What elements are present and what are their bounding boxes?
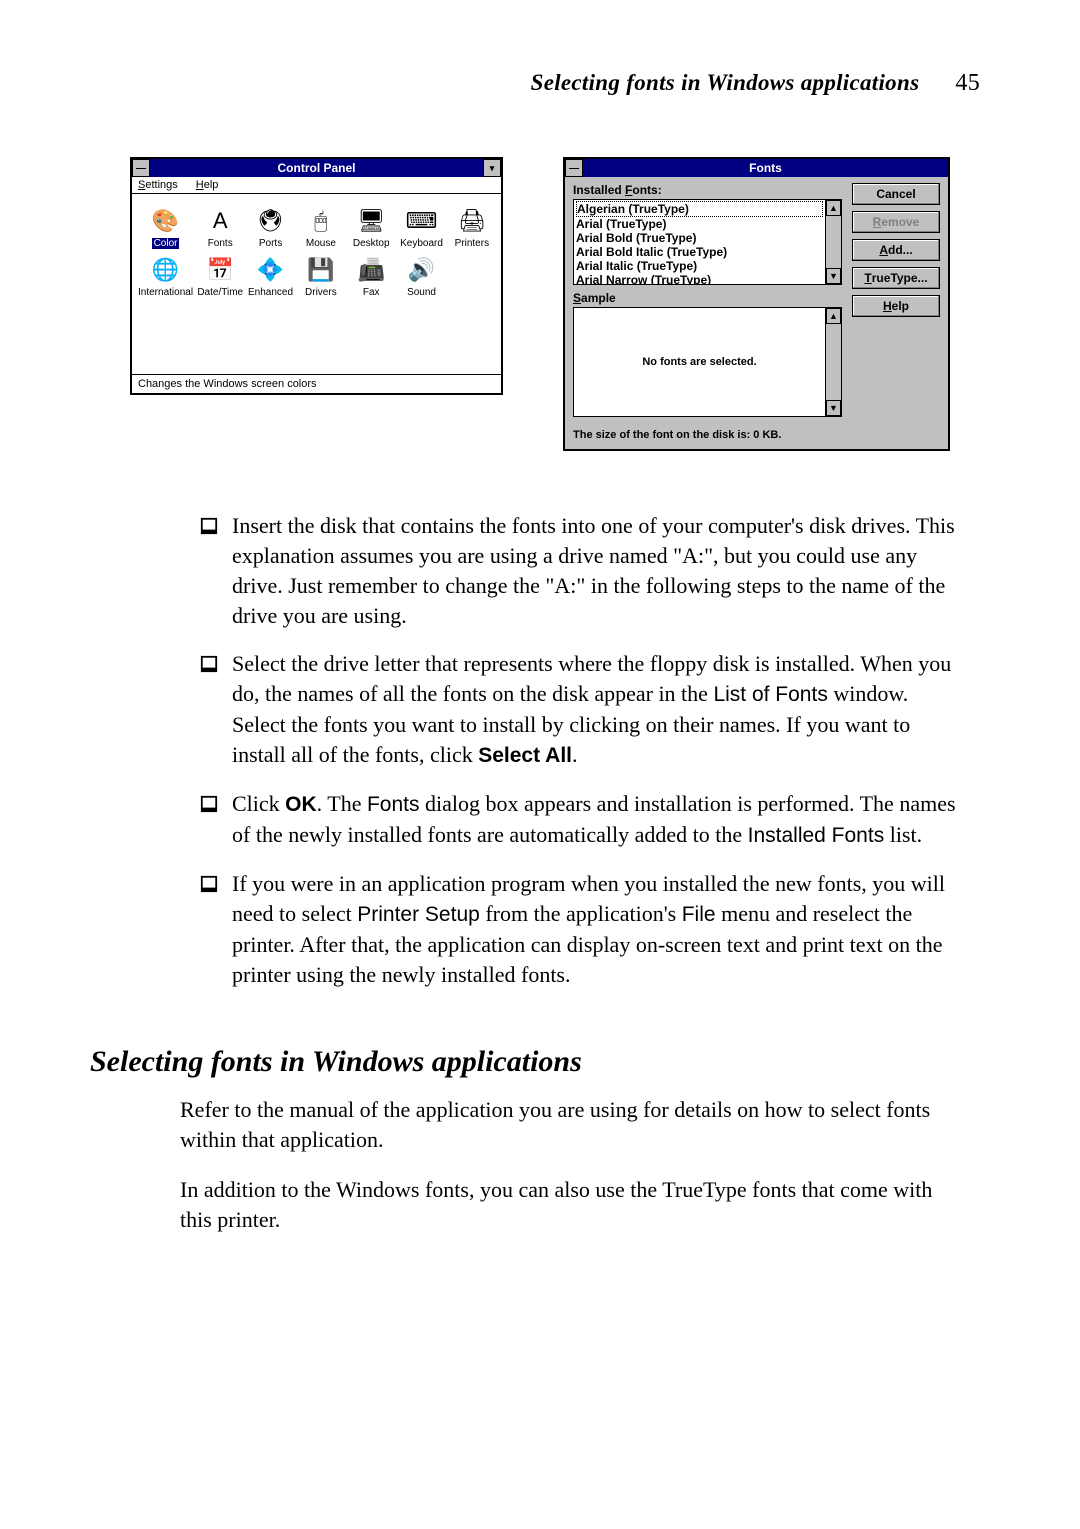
help-button[interactable]: Help [852,295,940,317]
sample-box: No fonts are selected. ▲ ▼ [573,307,842,417]
cp-icon-label: International [138,287,193,298]
font-size-line: The size of the font on the disk is: 0 K… [573,429,842,441]
cp-glyph-icon: 🖥 [355,204,387,236]
control-panel-icon-fax[interactable]: 📠 Fax [348,253,394,298]
cp-glyph-icon: 🖱 [305,204,337,236]
control-panel-menubar: Settings Help [132,177,501,194]
scroll-down-icon[interactable]: ▼ [826,400,841,416]
cp-icon-label: Drivers [305,287,337,298]
checkbox-bullet-icon [200,511,218,631]
section-paragraph: Refer to the manual of the application y… [180,1095,960,1155]
cp-icon-label: Fonts [208,238,233,249]
font-list-item[interactable]: Arial Italic (TrueType) [576,259,823,273]
scroll-up-icon[interactable]: ▲ [826,308,841,324]
control-panel-icon-sound[interactable]: 🔊 Sound [398,253,444,298]
instruction-text: Select the drive letter that represents … [232,649,960,771]
instruction-text: Insert the disk that contains the fonts … [232,511,960,631]
installed-fonts-label: Installed Fonts: [573,183,842,197]
system-menu-icon[interactable] [132,159,150,177]
fonts-titlebar: Fonts [565,159,948,177]
cp-glyph-icon: 🔊 [406,253,438,285]
instruction-step: Insert the disk that contains the fonts … [200,511,960,631]
cp-icon-label: Desktop [353,238,390,249]
cp-icon-label: Date/Time [197,287,243,298]
control-panel-icon-color[interactable]: 🎨 Color [138,204,193,249]
instruction-step: Click OK. The Fonts dialog box appears a… [200,789,960,851]
checkbox-bullet-icon [200,789,218,851]
scroll-down-icon[interactable]: ▼ [826,268,841,284]
instruction-text: Click OK. The Fonts dialog box appears a… [232,789,960,851]
instruction-step: Select the drive letter that represents … [200,649,960,771]
header-title: Selecting fonts in Windows applications [531,70,920,95]
add-button[interactable]: Add... [852,239,940,261]
scroll-up-icon[interactable]: ▲ [826,200,841,216]
control-panel-titlebar: Control Panel [132,159,501,177]
installed-fonts-listbox[interactable]: Algerian (TrueType)Arial (TrueType)Arial… [573,199,842,285]
font-list-item[interactable]: Arial (TrueType) [576,217,823,231]
page-number: 45 [955,70,980,96]
control-panel-icon-international[interactable]: 🌐 International [138,253,193,298]
sample-scrollbar[interactable]: ▲ ▼ [825,308,841,416]
fonts-title: Fonts [583,159,948,177]
cp-glyph-icon: 🌐 [150,253,182,285]
instruction-text: If you were in an application program wh… [232,869,960,990]
instruction-step: If you were in an application program wh… [200,869,960,990]
control-panel-icon-keyboard[interactable]: ⌨ Keyboard [398,204,444,249]
menu-settings[interactable]: Settings [138,179,178,191]
cp-glyph-icon: 📅 [204,253,236,285]
control-panel-icon-fonts[interactable]: A Fonts [197,204,243,249]
control-panel-icon-desktop[interactable]: 🖥 Desktop [348,204,394,249]
checkbox-bullet-icon [200,869,218,990]
cp-icon-label: Ports [259,238,282,249]
cp-icon-label: Mouse [306,238,336,249]
font-list-item[interactable]: Arial Narrow (TrueType) [576,273,823,284]
cp-glyph-icon: 💠 [255,253,287,285]
cp-glyph-icon: ⌨ [406,204,438,236]
cp-icon-label: Keyboard [400,238,443,249]
control-panel-icon-date-time[interactable]: 📅 Date/Time [197,253,243,298]
font-list-item[interactable]: Algerian (TrueType) [576,201,823,217]
control-panel-title: Control Panel [150,159,483,177]
cp-icon-label: Enhanced [248,287,293,298]
cp-glyph-icon: 🖨 [456,204,488,236]
section-paragraph: In addition to the Windows fonts, you ca… [180,1175,960,1235]
minimize-icon[interactable] [483,159,501,177]
cp-glyph-icon: A [204,204,236,236]
control-panel-icon-mouse[interactable]: 🖱 Mouse [298,204,344,249]
cp-icon-label: Color [152,238,180,249]
menu-help[interactable]: Help [196,179,219,191]
checkbox-bullet-icon [200,649,218,771]
control-panel-icon-printers[interactable]: 🖨 Printers [449,204,495,249]
running-header: Selecting fonts in Windows applications … [90,70,990,97]
cp-icon-label: Printers [455,238,489,249]
cp-glyph-icon: 📠 [355,253,387,285]
cp-glyph-icon: 🎨 [150,204,182,236]
remove-button[interactable]: Remove [852,211,940,233]
cp-icon-label: Fax [363,287,380,298]
cp-icon-label: Sound [407,287,436,298]
font-list-item[interactable]: Arial Bold (TrueType) [576,231,823,245]
truetype-button[interactable]: TrueType... [852,267,940,289]
listbox-scrollbar[interactable]: ▲ ▼ [825,200,841,284]
control-panel-status: Changes the Windows screen colors [132,374,501,393]
cancel-button[interactable]: Cancel [852,183,940,205]
control-panel-icon-ports[interactable]: 🖲 Ports [247,204,293,249]
system-menu-icon[interactable] [565,159,583,177]
cp-glyph-icon: 💾 [305,253,337,285]
sample-label: Sample [573,291,842,305]
sample-text: No fonts are selected. [574,308,825,416]
fonts-dialog-window: Fonts Installed Fonts: Algerian (TrueTyp… [563,157,950,451]
section-heading: Selecting fonts in Windows applications [90,1045,990,1079]
cp-glyph-icon: 🖲 [255,204,287,236]
control-panel-icon-drivers[interactable]: 💾 Drivers [298,253,344,298]
font-list-item[interactable]: Arial Bold Italic (TrueType) [576,245,823,259]
control-panel-window: Control Panel Settings Help 🎨 Color A Fonts… [130,157,503,395]
control-panel-icon-enhanced[interactable]: 💠 Enhanced [247,253,293,298]
